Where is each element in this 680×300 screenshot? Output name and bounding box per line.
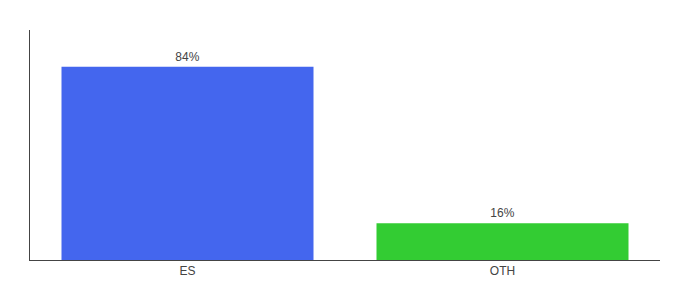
svg-text:84%: 84% [175,50,199,64]
svg-text:16%: 16% [490,206,514,220]
svg-text:ES: ES [179,264,195,278]
svg-text:OTH: OTH [490,264,515,278]
